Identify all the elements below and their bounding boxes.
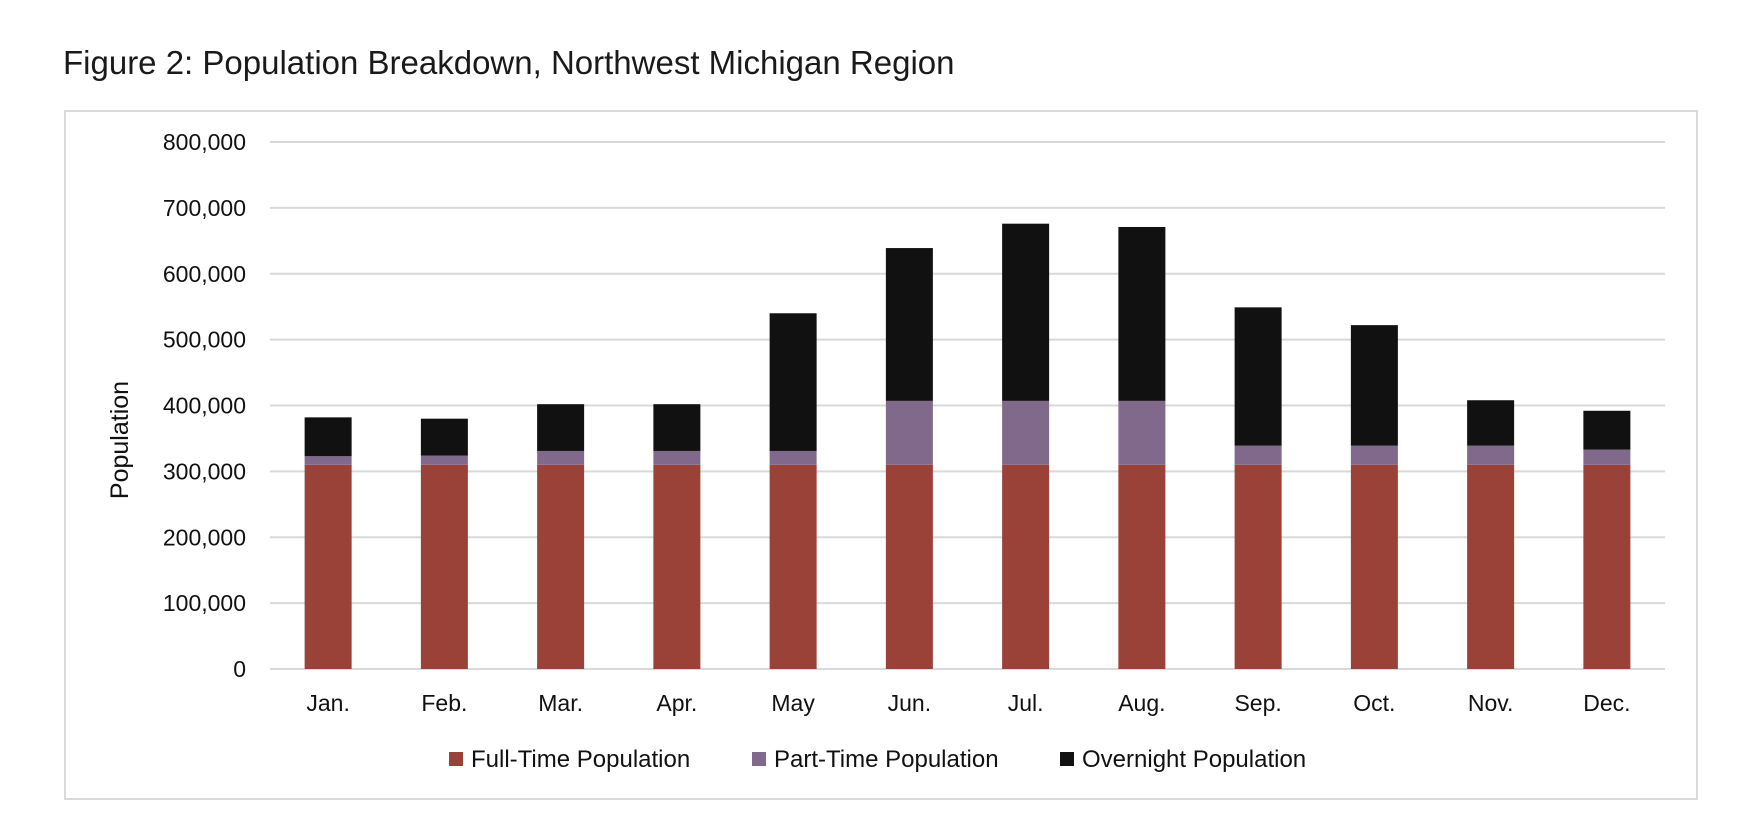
bar-segment	[304, 464, 352, 669]
bar-segment	[1583, 464, 1631, 669]
bar-segment	[1002, 400, 1050, 465]
y-tick-label: 800,000	[163, 129, 246, 155]
bar-segment	[1467, 445, 1515, 465]
bar-segment	[304, 456, 352, 465]
bar-segment	[537, 450, 585, 465]
bar-segment	[1467, 400, 1515, 446]
bar-segment	[420, 464, 468, 669]
bar-segment	[885, 400, 933, 465]
chart-area-border	[64, 110, 1698, 800]
x-tick-label: Aug.	[1118, 690, 1165, 716]
bar-segment	[653, 404, 701, 451]
legend-label: Overnight Population	[1082, 746, 1306, 773]
x-tick-label: Feb.	[421, 690, 467, 716]
bar-segment	[1234, 464, 1282, 669]
bar-segment	[885, 248, 933, 401]
bar-segment	[1002, 223, 1050, 401]
bar-segment	[653, 464, 701, 669]
x-tick-label: Oct.	[1353, 690, 1395, 716]
y-tick-label: 600,000	[163, 261, 246, 287]
y-tick-label: 500,000	[163, 327, 246, 353]
chart-title: Figure 2: Population Breakdown, Northwes…	[63, 44, 955, 81]
x-tick-label: Mar.	[538, 690, 583, 716]
legend-swatch	[1060, 752, 1074, 766]
bar-segment	[1118, 464, 1166, 669]
bar-segment	[420, 418, 468, 456]
bar-segment	[1350, 445, 1398, 465]
bar-segment	[1118, 226, 1166, 401]
x-tick-label: Jul.	[1008, 690, 1044, 716]
y-axis-title: Population	[106, 381, 134, 499]
bar-segment	[769, 313, 817, 451]
legend-swatch	[449, 752, 463, 766]
x-tick-label: May	[771, 690, 815, 716]
y-tick-label: 200,000	[163, 524, 246, 550]
gridlines	[270, 141, 1665, 670]
y-tick-label: 400,000	[163, 393, 246, 419]
bar-segment	[653, 450, 701, 465]
bar-segment	[769, 464, 817, 669]
bar-segment	[769, 450, 817, 465]
y-tick-label: 0	[233, 656, 246, 682]
x-tick-label: Nov.	[1468, 690, 1514, 716]
x-tick-label: Apr.	[656, 690, 697, 716]
legend-label: Full-Time Population	[471, 746, 690, 773]
y-tick-label: 300,000	[163, 458, 246, 484]
bar-segment	[1350, 325, 1398, 446]
bar-segment	[1234, 445, 1282, 465]
bar-segment	[885, 464, 933, 669]
x-tick-label: Jan.	[306, 690, 349, 716]
bar-segment	[1234, 307, 1282, 446]
bar-segment	[1002, 464, 1050, 669]
legend-swatch	[752, 752, 766, 766]
bar-segment	[537, 404, 585, 451]
y-tick-label: 100,000	[163, 590, 246, 616]
bar-segment	[1583, 410, 1631, 450]
x-tick-label: Dec.	[1583, 690, 1630, 716]
bars	[304, 223, 1631, 669]
legend-label: Part-Time Population	[774, 746, 999, 773]
bar-segment	[420, 455, 468, 465]
bar-segment	[1350, 464, 1398, 669]
bar-segment	[1583, 449, 1631, 465]
y-tick-label: 700,000	[163, 195, 246, 221]
bar-segment	[1118, 400, 1166, 465]
x-axis-ticks: Jan. Feb. Mar. Apr. May Jun. Jul. Aug. Sep. Oct. N…	[306, 690, 1630, 716]
x-tick-label: Jun.	[888, 690, 931, 716]
bar-segment	[304, 417, 352, 457]
x-tick-label: Sep.	[1234, 690, 1281, 716]
bar-segment	[537, 464, 585, 669]
bar-segment	[1467, 464, 1515, 669]
legend: Full-Time Population Part-Time Population…	[449, 746, 1306, 773]
y-axis-ticks: 0 100,000 200,000 300,000 400,000 500,000 600,…	[163, 129, 246, 682]
